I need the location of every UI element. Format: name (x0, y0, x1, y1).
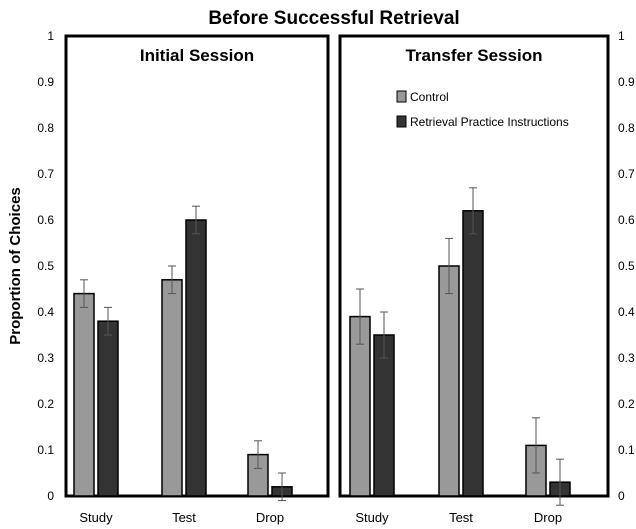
error-bar (532, 417, 540, 474)
y-tick-label: 0.3 (37, 351, 54, 365)
error-bar (469, 187, 477, 235)
x-tick-label: Drop (256, 510, 284, 525)
panel-title: Initial Session (140, 46, 254, 65)
legend-swatch-retrieval-practice (396, 115, 407, 128)
bar-retrieval-practice-study (97, 320, 119, 497)
y-ticks-left: 0 0.1 0.2 0.3 0.4 0.5 0.6 0.7 0.8 0.9 1 (37, 29, 54, 503)
x-tick-label: Drop (534, 510, 562, 525)
panel-1: Initial Session Study Test Drop (64, 34, 330, 525)
y-tick-label: 1 (618, 29, 625, 43)
error-bar (80, 279, 88, 308)
x-tick-label: Test (172, 510, 196, 525)
y-tick-label: 1 (47, 29, 54, 43)
bar-control-test (438, 265, 460, 497)
error-bar (168, 265, 176, 295)
error-bar (356, 288, 364, 345)
legend-label-control: Control (410, 90, 449, 104)
legend-label-retrieval-practice: Retrieval Practice Instructions (410, 115, 569, 129)
y-tick-label: 0.1 (618, 443, 635, 457)
y-tick-label: 0.9 (618, 75, 635, 89)
legend-swatch-control (396, 90, 407, 103)
y-ticks-right: 0 0.1 0.2 0.3 0.4 0.5 0.6 0.7 0.8 0.9 1 (618, 29, 635, 503)
x-tick-label: Study (355, 510, 389, 525)
y-tick-label: 0.2 (37, 397, 54, 411)
y-tick-label: 0.8 (37, 121, 54, 135)
error-bar (445, 237, 453, 295)
bar-control-study (73, 292, 95, 497)
y-tick-label: 0 (47, 489, 54, 503)
y-tick-label: 0.6 (37, 213, 54, 227)
x-tick-label: Study (79, 510, 113, 525)
panel-2: Transfer Session Study Test Drop (338, 34, 610, 525)
y-tick-label: 0.5 (37, 259, 54, 273)
y-tick-label: 0.3 (618, 351, 635, 365)
y-tick-label: 0.5 (618, 259, 635, 273)
chart-title: Before Successful Retrieval (208, 8, 459, 29)
bar-retrieval-practice-test (185, 219, 207, 497)
y-tick-label: 0.1 (37, 443, 54, 457)
error-bar (556, 458, 564, 506)
legend: Control Retrieval Practice Instructions (396, 90, 569, 129)
bar-retrieval-practice-test (462, 210, 484, 497)
error-bar (104, 306, 112, 336)
y-tick-label: 0.4 (37, 305, 54, 319)
y-tick-label: 0.4 (618, 305, 635, 319)
y-tick-label: 0.7 (37, 167, 54, 181)
error-bar (254, 440, 262, 469)
bar-retrieval-practice-study (373, 334, 395, 497)
x-tick-label: Test (449, 510, 473, 525)
y-tick-label: 0 (618, 489, 625, 503)
error-bar (192, 205, 200, 235)
error-bar (380, 311, 388, 359)
panel-title: Transfer Session (405, 46, 542, 65)
error-bar (278, 472, 286, 502)
y-tick-label: 0.8 (618, 121, 635, 135)
y-tick-label: 0.2 (618, 397, 635, 411)
y-tick-label: 0.7 (618, 167, 635, 181)
y-tick-label: 0.6 (618, 213, 635, 227)
y-axis-label: Proportion of Choices (7, 187, 24, 345)
y-tick-label: 0.9 (37, 75, 54, 89)
bar-control-test (161, 279, 183, 497)
